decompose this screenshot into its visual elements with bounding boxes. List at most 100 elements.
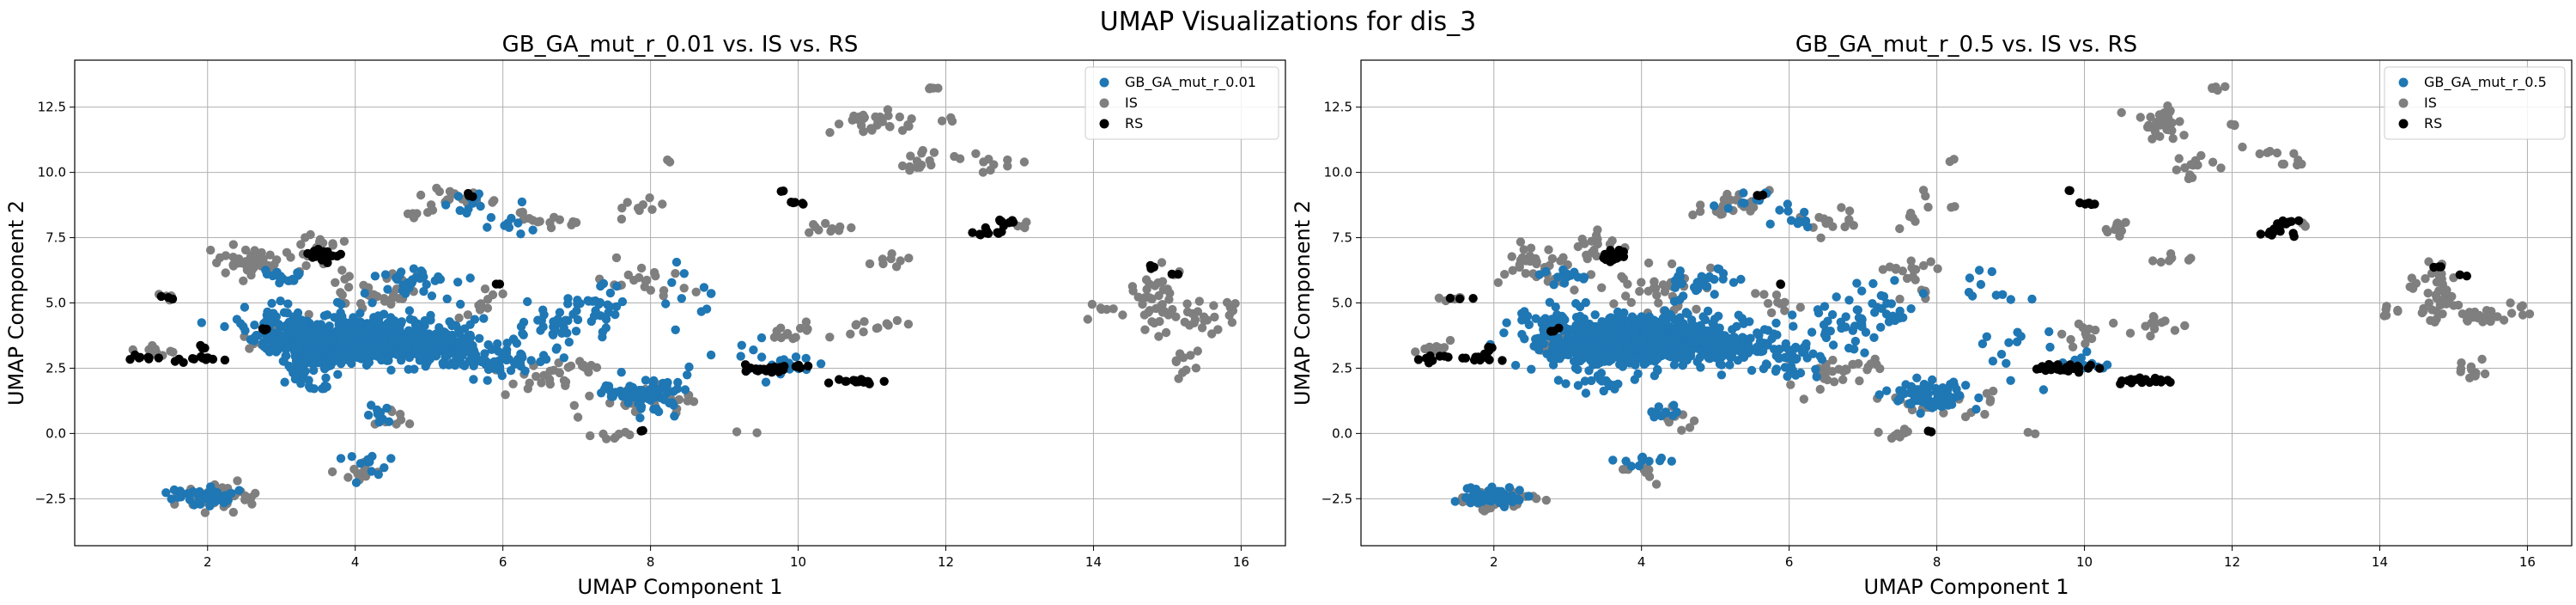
- rs-point: [1167, 269, 1177, 279]
- ga-point: [1723, 204, 1734, 213]
- x-tick-label: 12: [2224, 554, 2240, 570]
- is-point: [617, 203, 627, 213]
- ga-point: [291, 357, 301, 366]
- is-point: [2165, 256, 2174, 266]
- ga-point: [1524, 320, 1534, 329]
- ga-point: [316, 344, 325, 353]
- ga-point: [483, 376, 492, 385]
- ga-point: [442, 294, 452, 303]
- is-point: [508, 379, 518, 388]
- is-point: [1227, 318, 1237, 327]
- scatter-panel-1: 2 4 6 8 10 12 14 16 −2.5 0.0 2.5 5.0 7.5 10.0 12.5 GB_G…: [4, 32, 1286, 599]
- is-point: [636, 263, 647, 273]
- ga-point: [661, 379, 671, 389]
- is-point: [2458, 309, 2467, 319]
- ga-point: [1655, 456, 1665, 466]
- rs-point: [319, 247, 328, 256]
- ga-point: [761, 377, 771, 387]
- rs-point: [2095, 364, 2105, 373]
- is-point: [1985, 397, 1995, 406]
- ga-point: [271, 347, 281, 357]
- is-point: [623, 270, 633, 280]
- is-point: [343, 283, 354, 292]
- is-point: [873, 117, 883, 126]
- is-point: [1157, 277, 1168, 286]
- ga-point: [600, 384, 610, 394]
- is-point: [2216, 163, 2226, 173]
- ga-point: [552, 343, 562, 352]
- is-point: [1642, 464, 1652, 474]
- is-point: [434, 186, 444, 197]
- is-point: [234, 259, 243, 268]
- ga-point: [1795, 217, 1804, 226]
- is-point: [240, 257, 251, 266]
- is-point: [1844, 206, 1855, 216]
- is-point: [691, 287, 701, 296]
- is-point: [1593, 239, 1602, 249]
- ga-point: [318, 334, 327, 344]
- ga-point: [330, 313, 339, 322]
- ga-point: [573, 299, 582, 309]
- ga-point: [1597, 376, 1607, 386]
- ga-point: [453, 192, 464, 201]
- ga-point: [1670, 283, 1680, 292]
- is-point: [1906, 208, 1916, 218]
- is-point: [1885, 262, 1895, 272]
- ga-point: [1549, 354, 1558, 364]
- x-axis-label: UMAP Component 1: [577, 575, 782, 599]
- ga-point: [1857, 286, 1867, 296]
- is-point: [1989, 386, 1998, 396]
- ga-point: [1556, 338, 1565, 347]
- ga-point: [368, 298, 377, 308]
- is-point: [885, 122, 895, 131]
- ga-point: [539, 310, 549, 320]
- ga-point: [749, 345, 758, 355]
- ga-point: [378, 343, 387, 353]
- is-point: [343, 473, 353, 482]
- is-point: [1923, 202, 1933, 212]
- ga-point: [756, 333, 767, 343]
- ga-point: [465, 330, 475, 340]
- is-point: [328, 241, 337, 250]
- rs-point: [1549, 327, 1558, 336]
- ga-point: [1515, 486, 1524, 495]
- is-point: [2518, 310, 2528, 320]
- is-point: [617, 214, 627, 224]
- ga-point: [2006, 376, 2015, 385]
- ga-point: [605, 302, 615, 312]
- ga-point: [1780, 363, 1790, 372]
- ga-point: [1771, 318, 1781, 328]
- ga-point: [1547, 345, 1558, 354]
- ga-point: [479, 314, 489, 323]
- ga-point: [1627, 312, 1637, 321]
- is-point: [912, 162, 922, 172]
- is-point: [1157, 258, 1167, 267]
- ga-point: [386, 454, 396, 463]
- ga-point: [1652, 406, 1662, 417]
- ga-point: [404, 306, 415, 315]
- is-point: [2279, 159, 2289, 169]
- ga-point: [405, 315, 415, 324]
- is-point: [2432, 278, 2442, 287]
- ga-point: [1581, 388, 1591, 398]
- ga-point: [1611, 321, 1620, 330]
- is-point: [1168, 304, 1177, 315]
- rs-point: [2288, 229, 2298, 238]
- ga-point: [1952, 384, 1961, 394]
- is-point: [1895, 294, 1905, 304]
- rs-point: [2041, 362, 2051, 372]
- ga-point: [370, 332, 380, 342]
- is-point: [2470, 371, 2480, 381]
- ga-point: [288, 274, 298, 284]
- is-point: [2175, 117, 2184, 126]
- x-tick-label: 10: [2076, 554, 2093, 570]
- ga-point: [706, 350, 716, 360]
- legend-marker: [2398, 77, 2409, 88]
- ga-point: [452, 353, 461, 363]
- is-point: [206, 245, 216, 255]
- ga-point: [1844, 296, 1854, 305]
- is-point: [537, 378, 546, 388]
- ga-point: [367, 400, 376, 410]
- ga-point: [1699, 280, 1710, 290]
